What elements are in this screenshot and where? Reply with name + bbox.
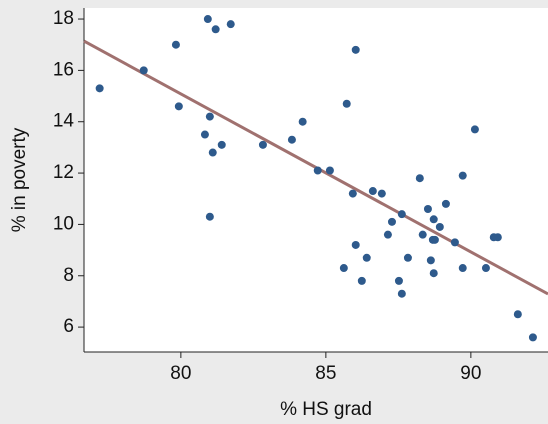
point [403, 253, 412, 262]
plot-area [84, 8, 548, 352]
point [415, 174, 424, 183]
y-tick-label: 6 [63, 316, 74, 337]
point [200, 130, 209, 139]
y-tick-label: 18 [53, 8, 74, 29]
point [351, 240, 360, 249]
point [211, 25, 220, 34]
point [95, 84, 104, 93]
point [298, 117, 307, 126]
x-tick-label: 85 [315, 363, 336, 384]
point [493, 233, 502, 242]
point [397, 289, 406, 298]
point [458, 171, 467, 180]
point [418, 230, 427, 239]
point [435, 222, 444, 231]
point [481, 264, 490, 273]
point [325, 166, 334, 175]
point [362, 253, 371, 262]
point [397, 210, 406, 219]
y-tick-label: 10 [53, 213, 74, 234]
point [217, 140, 226, 149]
point [383, 230, 392, 239]
point [205, 112, 214, 121]
point [458, 264, 467, 273]
point [377, 189, 386, 198]
point [226, 20, 235, 29]
point [429, 269, 438, 278]
point [430, 235, 439, 244]
y-tick-label: 14 [53, 111, 75, 132]
point [203, 15, 212, 24]
point [139, 66, 148, 75]
point [441, 199, 450, 208]
point [313, 166, 322, 175]
point [171, 40, 180, 49]
point [348, 189, 357, 198]
point [429, 215, 438, 224]
point [450, 238, 459, 247]
point [394, 276, 403, 285]
point [339, 264, 348, 273]
point [470, 125, 479, 134]
point [357, 276, 366, 285]
point [208, 148, 217, 157]
x-tick-label: 90 [460, 363, 481, 384]
x-axis-title: % HS grad [280, 399, 372, 420]
point [174, 102, 183, 111]
point [351, 45, 360, 54]
point [423, 205, 432, 214]
point [513, 310, 522, 319]
point [426, 256, 435, 265]
y-tick-label: 12 [53, 162, 74, 183]
point [368, 187, 377, 196]
point [258, 140, 267, 149]
y-tick-label: 16 [53, 59, 74, 80]
point [528, 333, 537, 342]
y-tick-label: 8 [63, 265, 74, 286]
point [205, 212, 214, 221]
y-axis-title: % in poverty [9, 127, 30, 232]
point [387, 217, 396, 226]
x-tick-label: 80 [170, 363, 191, 384]
point [342, 99, 351, 108]
point [287, 135, 296, 144]
